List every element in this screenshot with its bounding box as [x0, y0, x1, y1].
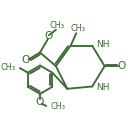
Text: NH: NH: [97, 40, 110, 49]
Text: CH₃: CH₃: [1, 63, 16, 72]
Text: O: O: [21, 55, 29, 65]
Text: O: O: [36, 97, 44, 107]
Text: O: O: [44, 31, 53, 41]
Text: CH₃: CH₃: [50, 21, 65, 30]
Text: NH: NH: [97, 83, 110, 92]
Text: O: O: [117, 61, 126, 71]
Text: CH₃: CH₃: [51, 102, 66, 111]
Text: CH₃: CH₃: [70, 24, 85, 33]
